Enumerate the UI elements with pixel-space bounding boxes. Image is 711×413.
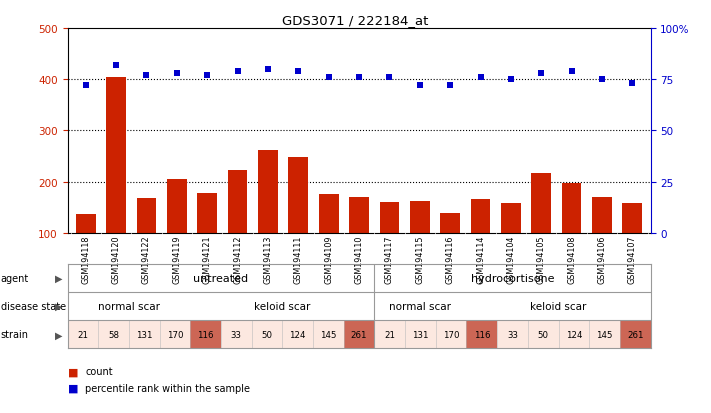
Text: 33: 33	[231, 330, 242, 339]
Text: GSM194122: GSM194122	[142, 235, 151, 283]
Text: 145: 145	[320, 330, 336, 339]
Text: normal scar: normal scar	[98, 301, 160, 311]
Text: ■: ■	[68, 366, 78, 376]
Text: GSM194116: GSM194116	[446, 235, 454, 283]
Text: normal scar: normal scar	[390, 301, 451, 311]
Bar	[228, 171, 247, 285]
Bar	[137, 199, 156, 285]
Text: untreated: untreated	[193, 273, 249, 283]
Text: 33: 33	[507, 330, 518, 339]
Text: GSM194111: GSM194111	[294, 235, 303, 283]
Text: ▶: ▶	[55, 301, 62, 311]
Text: GSM194108: GSM194108	[567, 235, 576, 283]
Text: 170: 170	[443, 330, 459, 339]
Text: GSM194106: GSM194106	[597, 235, 606, 283]
Text: 170: 170	[166, 330, 183, 339]
Text: 50: 50	[262, 330, 272, 339]
Text: 124: 124	[566, 330, 582, 339]
Text: GSM194120: GSM194120	[112, 235, 121, 283]
Bar	[592, 197, 612, 285]
Bar	[501, 204, 520, 285]
Text: GSM194107: GSM194107	[628, 235, 637, 283]
Text: hydrocortisone: hydrocortisone	[471, 273, 555, 283]
Bar	[106, 78, 126, 285]
Bar	[410, 202, 429, 285]
Text: GSM194110: GSM194110	[355, 235, 363, 283]
Text: count: count	[85, 366, 113, 376]
Text: GSM194105: GSM194105	[537, 235, 546, 283]
Bar	[258, 151, 278, 285]
Text: 131: 131	[136, 330, 152, 339]
Bar	[349, 197, 369, 285]
Text: GSM194118: GSM194118	[81, 235, 90, 283]
Text: 21: 21	[77, 330, 88, 339]
Text: percentile rank within the sample: percentile rank within the sample	[85, 383, 250, 393]
Text: GSM194113: GSM194113	[264, 235, 272, 283]
Bar	[319, 195, 338, 285]
Bar	[471, 199, 491, 285]
Bar	[76, 214, 96, 285]
Text: disease state: disease state	[1, 301, 66, 311]
Text: GSM194109: GSM194109	[324, 235, 333, 283]
Text: 21: 21	[384, 330, 395, 339]
Text: GSM194104: GSM194104	[506, 235, 515, 283]
Bar	[289, 157, 308, 285]
Text: 124: 124	[289, 330, 306, 339]
Text: GSM194121: GSM194121	[203, 235, 212, 283]
Bar	[622, 203, 642, 285]
Text: ■: ■	[68, 383, 78, 393]
Text: GDS3071 / 222184_at: GDS3071 / 222184_at	[282, 14, 429, 27]
Text: 116: 116	[198, 330, 214, 339]
Text: 50: 50	[538, 330, 549, 339]
Text: 261: 261	[627, 330, 643, 339]
Bar	[440, 214, 460, 285]
Text: 131: 131	[412, 330, 429, 339]
Text: GSM194114: GSM194114	[476, 235, 485, 283]
Text: keloid scar: keloid scar	[254, 301, 311, 311]
Bar	[562, 183, 582, 285]
Text: GSM194119: GSM194119	[172, 235, 181, 283]
Text: ▶: ▶	[55, 330, 62, 339]
Text: 58: 58	[108, 330, 119, 339]
Text: ▶: ▶	[55, 273, 62, 283]
Text: keloid scar: keloid scar	[530, 301, 587, 311]
Text: strain: strain	[1, 330, 28, 339]
Text: 261: 261	[351, 330, 368, 339]
Text: 116: 116	[474, 330, 490, 339]
Text: agent: agent	[1, 273, 29, 283]
Bar	[531, 173, 551, 285]
Bar	[167, 179, 187, 285]
Text: GSM194117: GSM194117	[385, 235, 394, 283]
Text: 145: 145	[597, 330, 613, 339]
Text: GSM194112: GSM194112	[233, 235, 242, 283]
Text: GSM194115: GSM194115	[415, 235, 424, 283]
Bar	[198, 193, 217, 285]
Bar	[380, 203, 400, 285]
